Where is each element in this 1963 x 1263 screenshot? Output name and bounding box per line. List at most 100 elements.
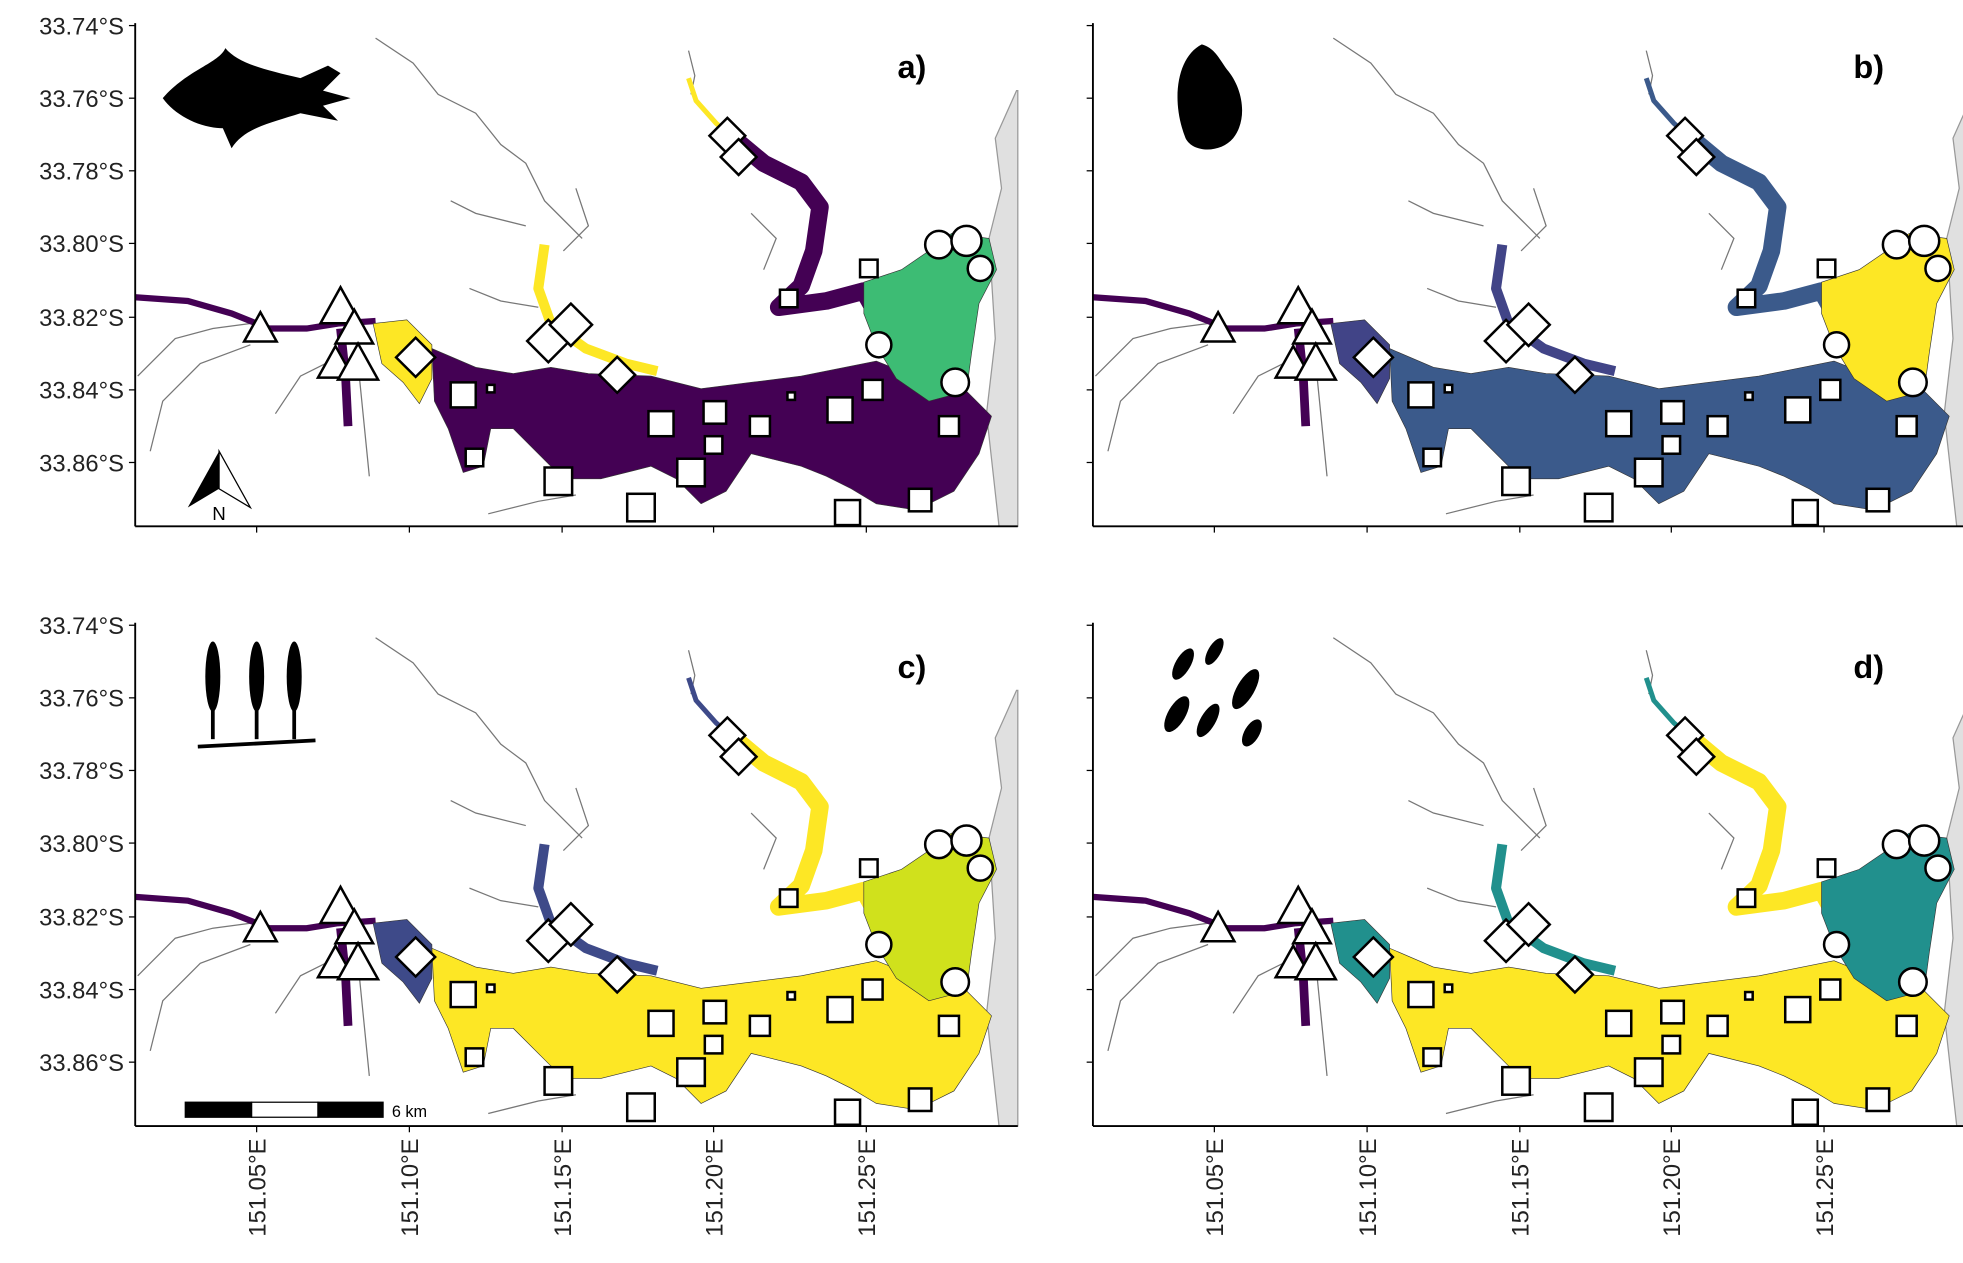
site-marker [835, 500, 860, 525]
x-tick-label: 151.10°E [397, 1139, 424, 1237]
site-marker [1883, 831, 1911, 859]
tributary [1446, 495, 1534, 514]
algae-icon [1238, 716, 1266, 750]
site-marker [1423, 1048, 1441, 1066]
map-panel: 33.74°S33.76°S33.78°S33.80°S33.82°S33.84… [39, 13, 1018, 532]
site-marker [1661, 1001, 1684, 1024]
site-marker [1793, 500, 1818, 525]
tributary [451, 801, 526, 826]
y-tick-label: 33.86°S [39, 1050, 124, 1077]
north-arrow [219, 451, 250, 507]
site-marker [627, 1093, 655, 1121]
site-marker [1925, 856, 1950, 881]
site-marker [863, 380, 883, 400]
tributary [376, 638, 583, 838]
panel-label: c) [897, 649, 926, 685]
site-marker [1408, 982, 1433, 1007]
y-tick-label: 33.76°S [39, 686, 124, 713]
x-tick-label: 151.20°E [701, 1139, 728, 1237]
site-marker [451, 982, 476, 1007]
tributary [1521, 188, 1546, 251]
shell-icon [1177, 44, 1242, 149]
x-tick-label: 151.20°E [1659, 1139, 1686, 1237]
algae-icon [1168, 645, 1199, 683]
site-marker [1661, 401, 1684, 424]
north-arrow [188, 451, 219, 507]
tributary [751, 813, 776, 869]
x-tick-label: 151.15°E [550, 1139, 577, 1237]
site-marker [704, 1001, 727, 1024]
algae-icon [1192, 700, 1224, 740]
scale-bar [185, 1102, 251, 1117]
site-marker [466, 449, 484, 467]
site-marker [1909, 826, 1939, 856]
tributary [138, 923, 251, 976]
tributary [469, 888, 538, 907]
site-marker [1883, 231, 1911, 259]
site-marker [1663, 436, 1681, 454]
panel-label: d) [1853, 649, 1884, 685]
y-tick-label: 33.84°S [39, 378, 124, 405]
site-marker [941, 369, 969, 397]
site-marker [1502, 467, 1530, 495]
site-marker [909, 1088, 932, 1111]
tributary [451, 201, 526, 226]
y-tick-label: 33.82°S [39, 305, 124, 332]
y-tick-label: 33.80°S [39, 231, 124, 258]
tributary [1427, 888, 1496, 907]
site-marker [939, 1016, 959, 1036]
y-tick-label: 33.86°S [39, 450, 124, 477]
site-marker [750, 1016, 770, 1036]
site-marker [677, 459, 705, 487]
seagrass-icon [205, 642, 220, 712]
tributary [488, 495, 576, 514]
site-marker [1738, 290, 1756, 308]
x-tick-label: 151.15°E [1508, 1139, 1535, 1237]
algae-icon [1201, 635, 1227, 667]
y-tick-label: 33.80°S [39, 831, 124, 858]
scale-label: 6 km [392, 1103, 427, 1121]
site-marker [1818, 260, 1836, 278]
scale-bar [318, 1102, 383, 1117]
site-marker [780, 889, 798, 907]
site-marker [941, 968, 969, 996]
site-marker [1445, 985, 1453, 993]
site-marker [1824, 932, 1849, 957]
site-marker [1708, 1016, 1728, 1036]
tributary [1446, 1095, 1534, 1114]
y-tick-label: 33.78°S [39, 758, 124, 785]
site-marker [1408, 382, 1433, 407]
site-marker [1663, 1036, 1681, 1054]
site-marker [860, 260, 878, 278]
site-marker [1897, 1016, 1917, 1036]
site-marker [1606, 1011, 1631, 1036]
tributary [1521, 788, 1546, 851]
site-marker [1606, 411, 1631, 436]
x-tick-label: 151.10°E [1355, 1139, 1382, 1237]
tributary [488, 1095, 576, 1114]
site-marker [545, 1067, 573, 1095]
site-marker [648, 1011, 673, 1036]
site-marker [1925, 256, 1950, 281]
tributary [376, 38, 583, 238]
y-tick-label: 33.82°S [39, 905, 124, 932]
tributary [1408, 201, 1483, 226]
site-marker [1824, 332, 1849, 357]
site-marker [1899, 968, 1927, 996]
x-tick-label: 151.25°E [854, 1139, 881, 1237]
site-marker [1820, 980, 1840, 1000]
site-marker [1445, 385, 1453, 393]
site-marker [1585, 494, 1613, 522]
tributary [1709, 813, 1734, 869]
tributary [1095, 923, 1208, 976]
tributary [1095, 324, 1208, 377]
site-marker [1785, 997, 1810, 1022]
coastline [987, 91, 1018, 527]
site-marker [925, 231, 953, 259]
y-tick-label: 33.84°S [39, 977, 124, 1004]
site-marker [1423, 449, 1441, 467]
site-marker [466, 1048, 484, 1066]
panel-label: b) [1853, 49, 1884, 85]
site-marker [939, 416, 959, 436]
x-tick-label: 151.05°E [1202, 1139, 1229, 1237]
